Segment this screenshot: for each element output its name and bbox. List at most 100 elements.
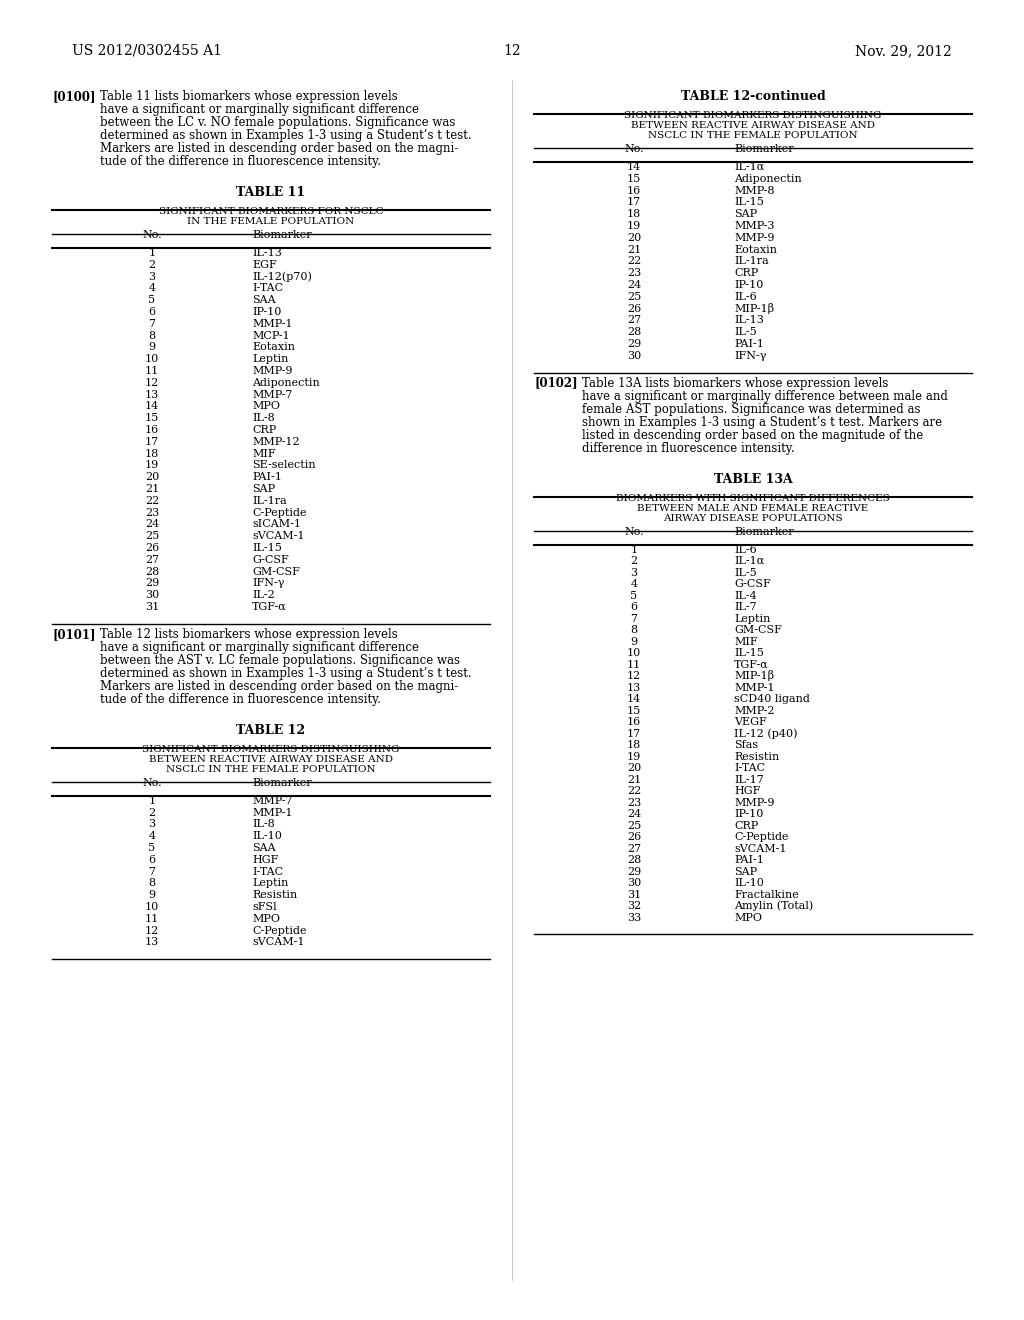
Text: female AST populations. Significance was determined as: female AST populations. Significance was… bbox=[582, 403, 921, 416]
Text: 13: 13 bbox=[144, 389, 159, 400]
Text: MMP-9: MMP-9 bbox=[734, 232, 774, 243]
Text: 27: 27 bbox=[627, 843, 641, 854]
Text: MPO: MPO bbox=[734, 912, 762, 923]
Text: 14: 14 bbox=[627, 162, 641, 172]
Text: MIP-1β: MIP-1β bbox=[734, 302, 774, 314]
Text: Adiponectin: Adiponectin bbox=[734, 174, 802, 183]
Text: 20: 20 bbox=[144, 473, 159, 482]
Text: 11: 11 bbox=[627, 660, 641, 669]
Text: 5: 5 bbox=[148, 296, 156, 305]
Text: VEGF: VEGF bbox=[734, 717, 767, 727]
Text: NSCLC IN THE FEMALE POPULATION: NSCLC IN THE FEMALE POPULATION bbox=[648, 131, 858, 140]
Text: TABLE 11: TABLE 11 bbox=[237, 186, 305, 199]
Text: IL-6: IL-6 bbox=[734, 545, 757, 554]
Text: MMP-2: MMP-2 bbox=[734, 706, 774, 715]
Text: 22: 22 bbox=[627, 256, 641, 267]
Text: IL-15: IL-15 bbox=[734, 198, 764, 207]
Text: IL-10: IL-10 bbox=[252, 832, 282, 841]
Text: 32: 32 bbox=[627, 902, 641, 911]
Text: IL-5: IL-5 bbox=[734, 568, 757, 578]
Text: 11: 11 bbox=[144, 366, 159, 376]
Text: I-TAC: I-TAC bbox=[252, 867, 283, 876]
Text: No.: No. bbox=[625, 144, 644, 154]
Text: 18: 18 bbox=[144, 449, 159, 458]
Text: IP-10: IP-10 bbox=[252, 308, 282, 317]
Text: 4: 4 bbox=[148, 832, 156, 841]
Text: MMP-1: MMP-1 bbox=[252, 808, 293, 817]
Text: 21: 21 bbox=[627, 775, 641, 784]
Text: MMP-12: MMP-12 bbox=[252, 437, 300, 446]
Text: shown in Examples 1-3 using a Student’s t test. Markers are: shown in Examples 1-3 using a Student’s … bbox=[582, 416, 942, 429]
Text: 3: 3 bbox=[148, 272, 156, 281]
Text: AIRWAY DISEASE POPULATIONS: AIRWAY DISEASE POPULATIONS bbox=[664, 513, 843, 523]
Text: SAP: SAP bbox=[734, 209, 757, 219]
Text: have a significant or marginally significant difference: have a significant or marginally signifi… bbox=[100, 640, 419, 653]
Text: sVCAM-1: sVCAM-1 bbox=[252, 531, 304, 541]
Text: 18: 18 bbox=[627, 209, 641, 219]
Text: Eotaxin: Eotaxin bbox=[734, 244, 777, 255]
Text: SE-selectin: SE-selectin bbox=[252, 461, 315, 470]
Text: Sfas: Sfas bbox=[734, 741, 758, 750]
Text: 33: 33 bbox=[627, 912, 641, 923]
Text: 28: 28 bbox=[144, 566, 159, 577]
Text: 26: 26 bbox=[627, 304, 641, 314]
Text: IL-8: IL-8 bbox=[252, 413, 274, 424]
Text: 22: 22 bbox=[144, 496, 159, 506]
Text: 31: 31 bbox=[627, 890, 641, 900]
Text: 9: 9 bbox=[148, 342, 156, 352]
Text: BETWEEN REACTIVE AIRWAY DISEASE AND: BETWEEN REACTIVE AIRWAY DISEASE AND bbox=[631, 121, 874, 129]
Text: SAA: SAA bbox=[252, 296, 275, 305]
Text: MPO: MPO bbox=[252, 913, 280, 924]
Text: sVCAM-1: sVCAM-1 bbox=[734, 843, 786, 854]
Text: 7: 7 bbox=[148, 319, 156, 329]
Text: TGF-α: TGF-α bbox=[734, 660, 769, 669]
Text: No.: No. bbox=[625, 527, 644, 537]
Text: C-Peptide: C-Peptide bbox=[252, 925, 306, 936]
Text: GM-CSF: GM-CSF bbox=[252, 566, 300, 577]
Text: IL-8: IL-8 bbox=[252, 820, 274, 829]
Text: Resistin: Resistin bbox=[252, 890, 297, 900]
Text: No.: No. bbox=[142, 777, 162, 788]
Text: 8: 8 bbox=[148, 330, 156, 341]
Text: Adiponectin: Adiponectin bbox=[252, 378, 319, 388]
Text: listed in descending order based on the magnitude of the: listed in descending order based on the … bbox=[582, 429, 924, 442]
Text: 19: 19 bbox=[627, 751, 641, 762]
Text: 10: 10 bbox=[144, 902, 159, 912]
Text: 31: 31 bbox=[144, 602, 159, 612]
Text: between the AST v. LC female populations. Significance was: between the AST v. LC female populations… bbox=[100, 653, 460, 667]
Text: 21: 21 bbox=[627, 244, 641, 255]
Text: MMP-7: MMP-7 bbox=[252, 796, 293, 805]
Text: 15: 15 bbox=[627, 706, 641, 715]
Text: 10: 10 bbox=[144, 354, 159, 364]
Text: 3: 3 bbox=[148, 820, 156, 829]
Text: 17: 17 bbox=[627, 198, 641, 207]
Text: 30: 30 bbox=[144, 590, 159, 601]
Text: SIGNIFICANT BIOMARKERS FOR NSCLC: SIGNIFICANT BIOMARKERS FOR NSCLC bbox=[159, 207, 383, 216]
Text: 21: 21 bbox=[144, 484, 159, 494]
Text: MMP-9: MMP-9 bbox=[252, 366, 293, 376]
Text: PAI-1: PAI-1 bbox=[734, 855, 764, 865]
Text: 16: 16 bbox=[627, 186, 641, 195]
Text: 1: 1 bbox=[148, 796, 156, 805]
Text: I-TAC: I-TAC bbox=[252, 284, 283, 293]
Text: 29: 29 bbox=[144, 578, 159, 589]
Text: IP-10: IP-10 bbox=[734, 280, 763, 290]
Text: Biomarker: Biomarker bbox=[252, 230, 311, 240]
Text: No.: No. bbox=[142, 230, 162, 240]
Text: 26: 26 bbox=[627, 832, 641, 842]
Text: MMP-8: MMP-8 bbox=[734, 186, 774, 195]
Text: CRP: CRP bbox=[734, 268, 758, 279]
Text: 23: 23 bbox=[627, 797, 641, 808]
Text: HGF: HGF bbox=[252, 855, 279, 865]
Text: Nov. 29, 2012: Nov. 29, 2012 bbox=[855, 44, 952, 58]
Text: Amylin (Total): Amylin (Total) bbox=[734, 900, 813, 911]
Text: IP-10: IP-10 bbox=[734, 809, 763, 820]
Text: 13: 13 bbox=[627, 682, 641, 693]
Text: 2: 2 bbox=[148, 808, 156, 817]
Text: 24: 24 bbox=[627, 809, 641, 820]
Text: IL-1α: IL-1α bbox=[734, 162, 764, 172]
Text: MMP-7: MMP-7 bbox=[252, 389, 293, 400]
Text: 4: 4 bbox=[148, 284, 156, 293]
Text: SIGNIFICANT BIOMARKERS DISTINGUISHING: SIGNIFICANT BIOMARKERS DISTINGUISHING bbox=[625, 111, 882, 120]
Text: SAP: SAP bbox=[734, 867, 757, 876]
